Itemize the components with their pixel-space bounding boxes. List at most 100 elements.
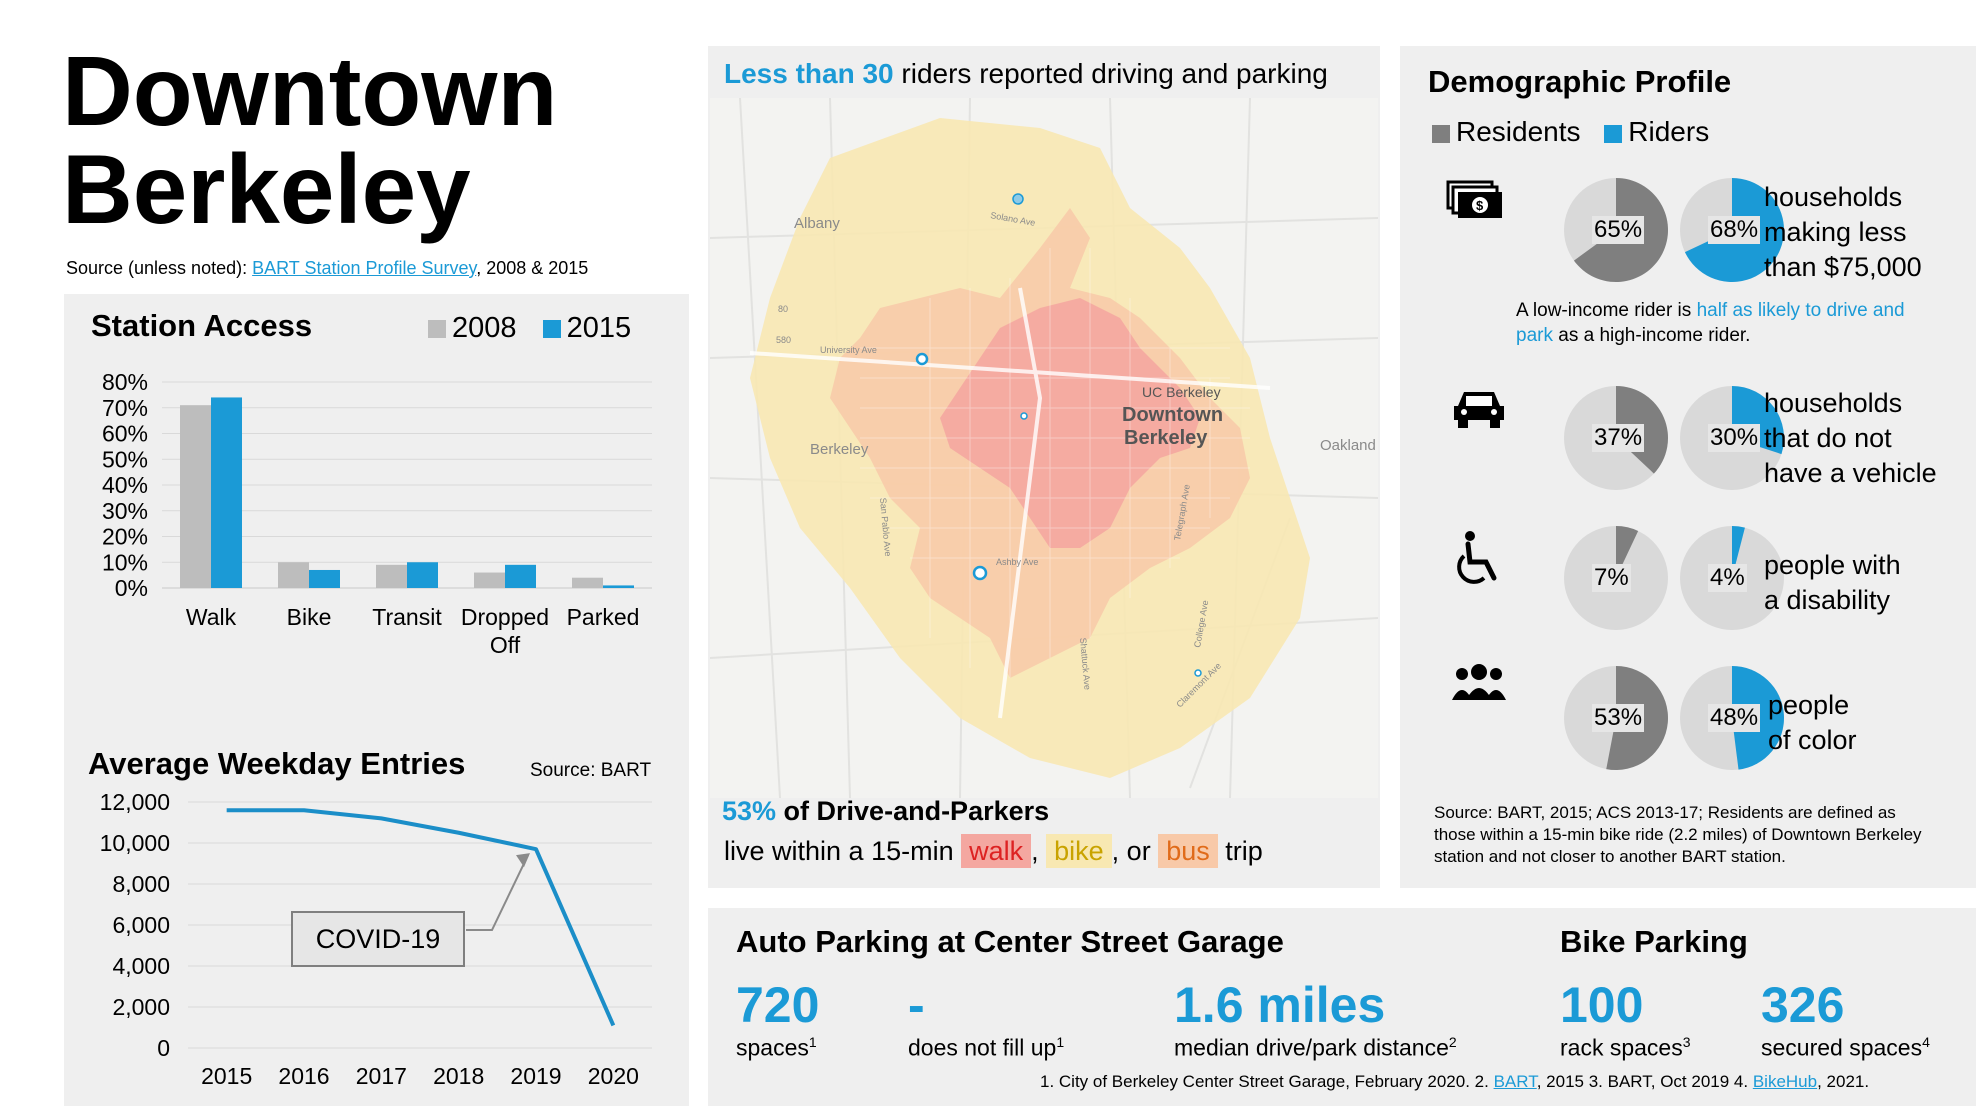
source-prefix: Source (unless noted): — [66, 258, 253, 278]
bus-chip: bus — [1158, 834, 1218, 868]
bike-parking-title: Bike Parking — [1560, 924, 1748, 959]
bar-category-word: Parked — [567, 604, 640, 630]
desc-disability: people with a disability — [1764, 548, 1901, 618]
stat-secured-note: 4 — [1922, 1034, 1930, 1050]
stat-rack-note: 3 — [1682, 1034, 1691, 1050]
footnote-part-2: , 2015 3. BART, Oct 2019 4. — [1536, 1072, 1753, 1091]
label-oakland: Oakland — [1320, 437, 1376, 454]
survey-link[interactable]: BART Station Profile Survey — [252, 258, 477, 278]
drive-park-stat-value: 53% — [722, 796, 777, 826]
low-income-note: A low-income rider is half as likely to … — [1516, 298, 1916, 348]
note-pre: A low-income rider is — [1516, 300, 1697, 321]
bar-y-tick-label: 0% — [115, 575, 148, 601]
drive-park-stat-label: of Drive-and-Parkers — [776, 796, 1050, 826]
demographics-legend: Residents Riders — [1432, 116, 1709, 148]
label-berkeley-station: Berkeley — [1124, 427, 1208, 449]
pie-label-residents: 37% — [1592, 424, 1645, 452]
label-berkeley: Berkeley — [810, 441, 869, 458]
bar-y-tick-label: 70% — [102, 395, 148, 421]
stat-spaces: 720 spaces1 — [736, 976, 819, 1062]
auto-parking-title: Auto Parking at Center Street Garage — [736, 924, 1284, 959]
bar-y-tick-label: 10% — [102, 549, 148, 575]
bar-2015-parked — [603, 585, 634, 588]
note-post: as a high-income rider. — [1552, 325, 1751, 346]
wheelchair-icon — [1457, 531, 1497, 584]
svg-text:$: $ — [1476, 198, 1484, 213]
stat-rack-label: rack spaces — [1560, 1034, 1683, 1061]
desc-color-1: people — [1768, 690, 1850, 720]
legend-label-2015: 2015 — [566, 312, 632, 344]
legend-label-2008: 2008 — [452, 312, 517, 344]
source-line: Source (unless noted): BART Station Prof… — [66, 258, 588, 279]
legend-label-residents: Residents — [1456, 116, 1581, 147]
desc-vehicle: households that do not have a vehicle — [1764, 386, 1937, 491]
bar-2008-parked — [572, 577, 603, 588]
parking-footnote: 1. City of Berkeley Center Street Garage… — [1040, 1072, 1869, 1092]
bar-2008-dropped-off — [474, 572, 505, 588]
station-access-chart: 0%10%20%30%40%50%60%70%80% Walk Bike Transi… — [102, 369, 652, 658]
map-headline: Less than 30 riders reported driving and… — [724, 58, 1328, 90]
covid-annotation-arrowhead — [516, 853, 530, 868]
street-grid — [860, 248, 1250, 678]
station-downtown-berkeley — [1020, 412, 1028, 420]
bar-2008-bike — [278, 562, 309, 588]
stat-secured-label: secured spaces — [1761, 1034, 1923, 1061]
trip-legend: live within a 15-min walk, bike, or bus … — [724, 834, 1263, 868]
covid-annotation-label: COVID-19 — [316, 924, 441, 954]
stat-fill-note: 1 — [1056, 1034, 1065, 1050]
bike-chip: bike — [1046, 834, 1112, 868]
covid-annotation-box — [291, 911, 465, 967]
trip-suffix: trip — [1217, 836, 1263, 866]
line-y-tick-label: 2,000 — [112, 994, 170, 1020]
stat-fill-value: - — [908, 977, 925, 1033]
walk-shed-area — [940, 298, 1200, 548]
bar-y-tick-label: 30% — [102, 498, 148, 524]
line-x-tick-label: 2016 — [278, 1063, 329, 1089]
source-suffix: , 2008 & 2015 — [476, 258, 589, 278]
stat-spaces-note: 1 — [808, 1034, 817, 1050]
stat-spaces-value: 720 — [736, 977, 820, 1033]
money-icon: $ — [1446, 180, 1502, 218]
stat-spaces-label: spaces — [736, 1034, 809, 1061]
desc-income-1: households — [1764, 182, 1903, 212]
pie-label-residents: 65% — [1592, 216, 1645, 244]
label-shattuck-ave: Shattuck Ave — [1078, 637, 1093, 690]
bar-category-label: Dropped Off — [461, 604, 549, 658]
entries-source: Source: BART — [530, 760, 652, 781]
bar-y-tick-label: 50% — [102, 446, 148, 472]
entries-line — [226, 808, 616, 1027]
desc-color-2: of color — [1768, 725, 1857, 755]
parking-panel: Auto Parking at Center Street Garage Bik… — [708, 908, 1976, 1106]
footnote-part-1: 1. City of Berkeley Center Street Garage… — [1040, 1072, 1494, 1091]
demographics-source: Source: BART, 2015; ACS 2013-17; Residen… — [1434, 803, 1922, 866]
legend-swatch-riders — [1604, 124, 1623, 143]
footnote-part-3: , 2021. — [1817, 1072, 1870, 1091]
line-x-tick-label: 2015 — [201, 1063, 252, 1089]
pie-label-riders: 48% — [1708, 704, 1761, 732]
major-roads — [749, 287, 1271, 719]
weekday-entries-chart: 0 2,000 4,000 6,000 8,000 10,000 12,000 2015 201… — [100, 789, 652, 1089]
charts-panel: Station Access 2008 2015 0% 10% 20% 30% 40% 5… — [64, 294, 689, 1106]
footnote-bikehub-link[interactable]: BikeHub — [1752, 1072, 1818, 1091]
line-x-tick-label: 2017 — [356, 1063, 407, 1089]
legend-swatch-2008 — [428, 320, 446, 339]
people-icon — [1452, 664, 1506, 700]
desc-vehicle-3: have a vehicle — [1764, 458, 1937, 488]
legend-label-riders: Riders — [1628, 116, 1710, 147]
desc-income-3: than $75,000 — [1764, 252, 1922, 282]
station-access-legend: 2008 2015 — [428, 312, 631, 345]
stat-distance-note: 2 — [1448, 1034, 1457, 1050]
footnote-bart-link[interactable]: BART — [1493, 1072, 1537, 1091]
station-north-berkeley — [1012, 193, 1024, 205]
bar-y-tick-label: 20% — [102, 524, 148, 550]
pie-label-riders: 4% — [1708, 564, 1747, 592]
stat-secured-value: 326 — [1761, 977, 1845, 1033]
note-highlight: half as likely to drive and park — [1516, 300, 1905, 346]
bar-2008-walk — [180, 405, 211, 588]
page-title: Downtown Berkeley — [62, 42, 557, 238]
legend-swatch-residents — [1432, 124, 1450, 143]
label-university-ave: University Ave — [820, 345, 877, 355]
line-y-tick-label: 6,000 — [112, 912, 170, 938]
bar-2015-bike — [309, 569, 340, 588]
line-x-tick-label: 2018 — [433, 1063, 484, 1089]
